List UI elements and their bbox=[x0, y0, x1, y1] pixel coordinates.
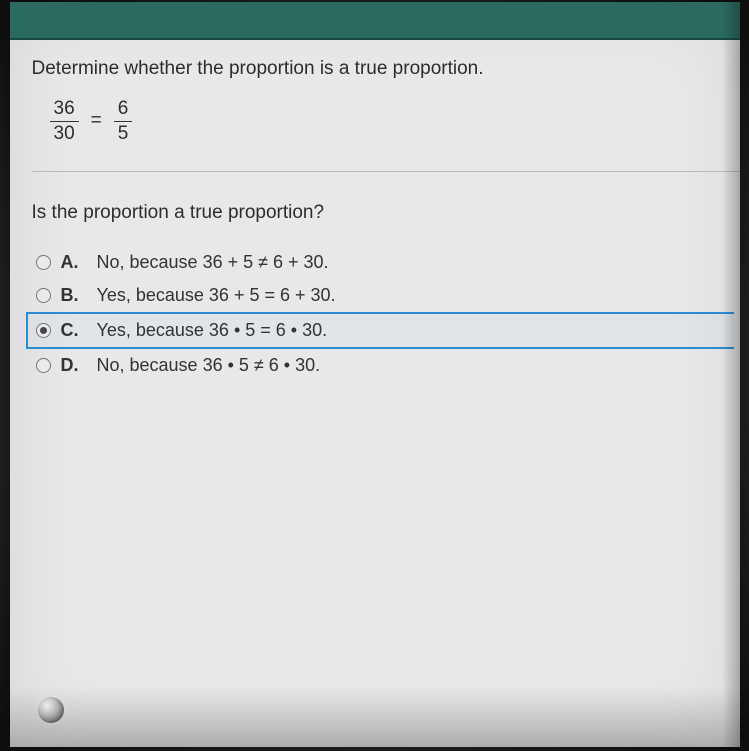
option-c[interactable]: C. Yes, because 36 • 5 = 6 • 30. bbox=[26, 312, 734, 349]
equals-sign: = bbox=[87, 110, 106, 132]
option-label: D. bbox=[61, 355, 81, 376]
option-label: C. bbox=[61, 320, 81, 341]
radio-icon bbox=[36, 323, 51, 338]
sub-question-prompt: Is the proportion a true proportion? bbox=[32, 202, 740, 224]
vignette-bottom bbox=[10, 687, 740, 747]
option-label: A. bbox=[61, 252, 81, 273]
option-text: Yes, because 36 + 5 = 6 + 30. bbox=[97, 285, 336, 306]
option-d[interactable]: D. No, because 36 • 5 ≠ 6 • 30. bbox=[32, 349, 740, 382]
radio-icon bbox=[36, 358, 51, 373]
fraction-1: 36 30 bbox=[50, 98, 79, 145]
status-indicator-icon bbox=[38, 697, 64, 723]
radio-icon bbox=[36, 255, 51, 270]
section-divider bbox=[32, 171, 740, 172]
option-a[interactable]: A. No, because 36 + 5 ≠ 6 + 30. bbox=[32, 246, 740, 279]
app-topbar bbox=[10, 2, 740, 40]
fraction-2-denominator: 5 bbox=[114, 121, 133, 145]
question-prompt: Determine whether the proportion is a tr… bbox=[32, 58, 740, 80]
fraction-1-numerator: 36 bbox=[50, 98, 79, 121]
radio-icon bbox=[36, 288, 51, 303]
fraction-2: 6 5 bbox=[114, 98, 133, 145]
quiz-screen: Determine whether the proportion is a tr… bbox=[10, 2, 740, 747]
answer-options: A. No, because 36 + 5 ≠ 6 + 30. B. Yes, … bbox=[32, 246, 740, 382]
proportion-expression: 36 30 = 6 5 bbox=[50, 98, 740, 145]
question-content: Determine whether the proportion is a tr… bbox=[10, 40, 740, 382]
option-b[interactable]: B. Yes, because 36 + 5 = 6 + 30. bbox=[32, 279, 740, 312]
fraction-1-denominator: 30 bbox=[50, 121, 79, 145]
option-label: B. bbox=[61, 285, 81, 306]
fraction-2-numerator: 6 bbox=[114, 98, 133, 121]
option-text: Yes, because 36 • 5 = 6 • 30. bbox=[97, 320, 328, 341]
option-text: No, because 36 • 5 ≠ 6 • 30. bbox=[97, 355, 321, 376]
option-text: No, because 36 + 5 ≠ 6 + 30. bbox=[97, 252, 329, 273]
